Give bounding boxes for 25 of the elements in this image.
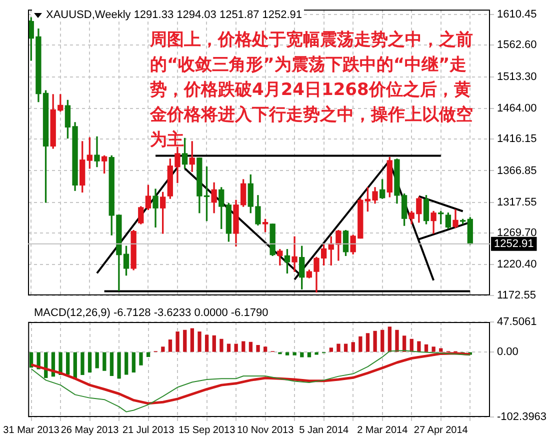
y-tick-label: 1220.40 xyxy=(497,258,537,271)
y-tick-label: 1464.00 xyxy=(497,102,537,114)
y-tick-label: 1366.85 xyxy=(497,164,537,177)
x-tick-label: 21 Jul 2013 xyxy=(122,424,175,436)
x-tick-label: 31 Mar 2013 xyxy=(3,424,60,436)
x-tick-label: 15 Sep 2013 xyxy=(178,424,236,436)
y-tick-label: 1610.45 xyxy=(497,8,537,20)
x-tick-label: 26 May 2013 xyxy=(60,424,120,436)
y-tick-label: 1317.55 xyxy=(497,196,537,208)
x-tick-label: 5 Jan 2014 xyxy=(299,424,350,436)
annotation: 周图上，价格处于宽幅震荡走势之中，之前的“收敛三角形”为震荡下跌中的“中继”走势，价格跌破4月24日1268价位之后，黄金价格将进入下行走势之中，操作上以做空为主 xyxy=(150,29,474,152)
y-tick-label: 0.00 xyxy=(497,346,518,358)
y-tick-label: 1416.15 xyxy=(497,133,537,146)
y-tick-label: 1562.60 xyxy=(497,39,537,52)
x-tick-label: 10 Nov 2013 xyxy=(236,424,294,436)
y-tick-label: 47.5061 xyxy=(497,316,537,328)
chart-title: MACD(12,26,9) -6.7128 -3.6233 0.0000 -6.1790 xyxy=(34,307,268,319)
x-tick-label: 2 Mar 2014 xyxy=(357,424,408,436)
y-tick-label: 1513.30 xyxy=(497,70,537,83)
chart-title: XAUUSD,Weekly 1291.33 1294.03 1251.87 1252.91 xyxy=(46,9,302,21)
ref-line-label: 1252.91 xyxy=(494,238,534,250)
y-tick-label: -102.3963 xyxy=(497,411,547,424)
y-tick-label: 1269.70 xyxy=(497,227,537,240)
x-tick-label: 27 Apr 2014 xyxy=(414,424,468,436)
y-tick-label: 1172.55 xyxy=(497,289,536,302)
